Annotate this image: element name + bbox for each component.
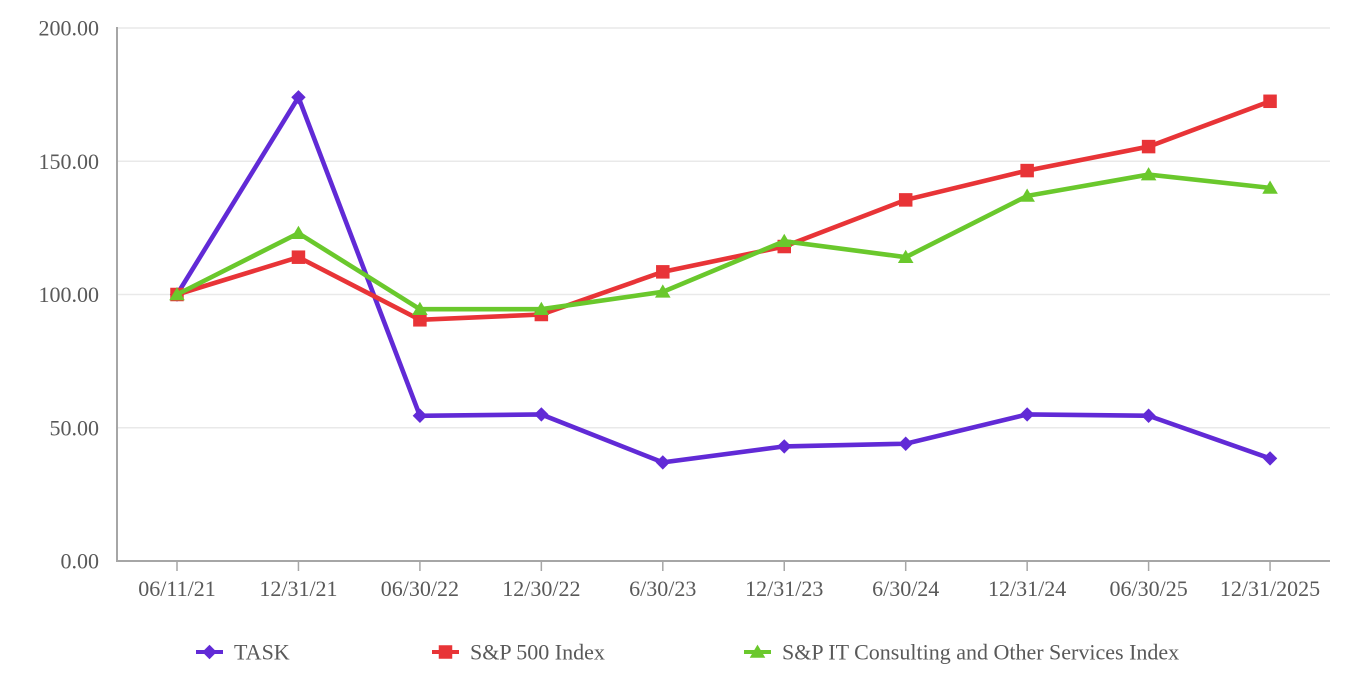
legend-item-2: S&P 500 Index [432,640,605,665]
square-marker [656,265,670,279]
square-marker [1141,139,1156,154]
x-axis-tick-label: 12/31/24 [988,576,1066,601]
triangle-marker [776,233,793,247]
x-axis-tick-label: 06/11/21 [138,576,215,601]
diamond-marker [655,455,670,470]
square-marker [1020,163,1034,178]
x-axis-tick-label: 12/31/2025 [1220,576,1320,601]
square-marker [1263,94,1277,109]
diamond-marker [777,439,792,454]
y-axis-tick-label: 0.00 [61,549,100,574]
series-2 [170,94,1277,327]
series-3 [169,167,1278,315]
diamond-marker [291,90,306,105]
triangle-marker [1019,188,1035,202]
diamond-marker [1262,451,1278,466]
series-line [174,98,1273,323]
legend-label: S&P 500 Index [470,640,605,665]
triangle-marker [1140,167,1157,181]
diamond-marker [1141,408,1156,423]
y-axis-tick-label: 100.00 [39,282,100,307]
legend-item-1: TASK [196,640,290,665]
diamond-marker [898,436,913,451]
series-1 [169,90,1278,470]
x-axis-tick-label: 06/30/22 [381,576,459,601]
diamond-marker [412,408,428,423]
legend-label: TASK [234,640,290,665]
x-axis-tick-label: 12/30/22 [502,576,580,601]
series-line [174,172,1273,312]
triangle-marker [169,287,185,301]
square-marker [413,313,427,327]
legend-label: S&P IT Consulting and Other Services Ind… [782,640,1179,665]
x-axis-tick-label: 6/30/23 [629,576,696,601]
x-axis-tick-label: 6/30/24 [872,576,939,601]
legend-item-3: S&P IT Consulting and Other Services Ind… [744,640,1179,665]
diamond-marker [534,407,549,422]
y-axis-tick-label: 50.00 [50,415,100,440]
y-axis-tick-label: 200.00 [39,16,100,41]
square-icon [438,645,453,659]
square-marker [291,250,306,264]
series-line [174,92,1273,465]
triangle-marker [290,225,307,240]
triangle-marker [533,301,550,315]
x-axis-tick-label: 06/30/25 [1109,576,1187,601]
triangle-marker [1262,180,1278,194]
diamond-icon [202,644,217,660]
triangle-icon [749,644,766,658]
diamond-marker [1019,407,1035,422]
triangle-marker [897,249,914,263]
triangle-marker [412,301,428,315]
x-axis-tick-label: 12/31/23 [745,576,823,601]
square-marker [898,193,913,207]
x-axis-tick-label: 12/31/21 [259,576,337,601]
y-axis-tick-label: 150.00 [39,149,100,174]
triangle-marker [655,284,671,298]
